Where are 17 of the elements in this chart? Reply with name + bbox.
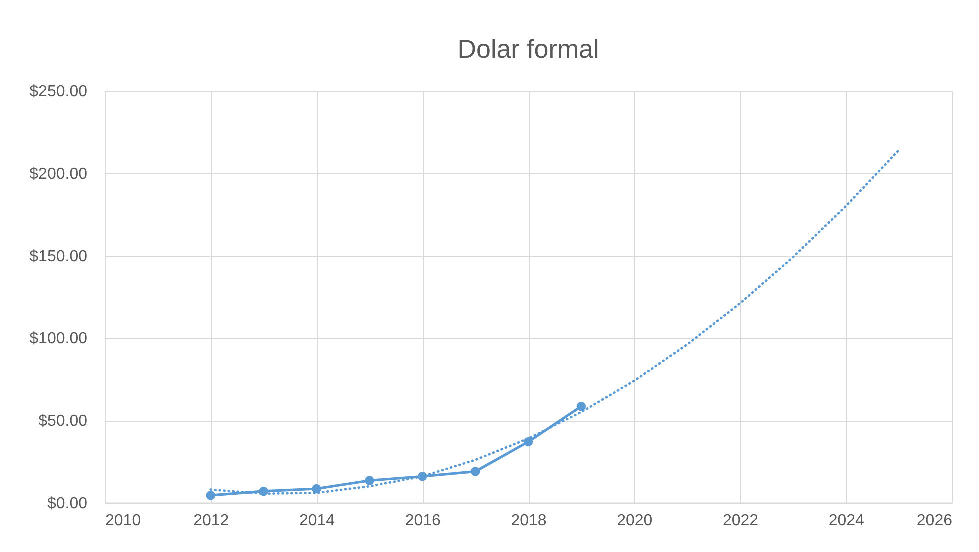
- x-tick-label: 2010: [106, 512, 142, 530]
- y-tick-label: $200.00: [30, 166, 88, 183]
- x-tick-label: 2020: [617, 512, 653, 530]
- x-tick-label: 2018: [511, 512, 547, 530]
- y-tick-label: $50.00: [38, 413, 88, 430]
- y-tick-label: $150.00: [30, 248, 88, 266]
- line-series: [210, 149, 900, 496]
- y-tick-label: $100.00: [30, 330, 88, 348]
- chart-title: Dolar formal: [458, 34, 600, 64]
- x-tick-label: 2022: [722, 512, 759, 530]
- x-tick-label: 2024: [828, 512, 865, 530]
- y-tick-label: $250.00: [30, 84, 88, 100]
- x-tick-label: 2012: [194, 512, 230, 530]
- x-tick-label: 2014: [299, 512, 336, 530]
- x-tick-label: 2016: [405, 512, 442, 530]
- y-tick-label: $0.00: [47, 496, 88, 512]
- x-tick-label: 2026: [916, 512, 953, 530]
